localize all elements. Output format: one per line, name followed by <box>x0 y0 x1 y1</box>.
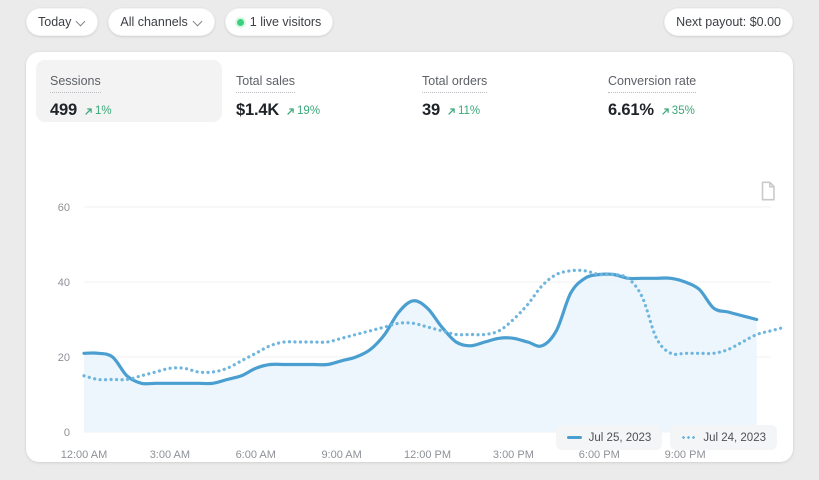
channel-filter-label: All channels <box>120 15 188 29</box>
x-axis-tick: 3:00 PM <box>493 449 534 461</box>
legend-label: Jul 24, 2023 <box>703 431 766 444</box>
y-axis-tick: 40 <box>58 277 70 289</box>
arrow-up-icon <box>85 108 92 115</box>
series-line-current <box>82 272 759 386</box>
x-axis-tick: 6:00 AM <box>236 449 276 461</box>
next-payout-label: Next payout: $0.00 <box>676 15 781 29</box>
metric-delta: 11% <box>447 105 480 117</box>
chart-series-lines <box>82 268 787 386</box>
x-axis-tick: 12:00 PM <box>404 449 451 461</box>
metrics-row: Sessions 499 1% Total sales $1.4K <box>26 60 793 122</box>
solid-line-icon <box>566 436 582 439</box>
metric-card-conversion-rate[interactable]: Conversion rate 6.61% 35% <box>594 60 780 122</box>
x-axis-tick: 9:00 AM <box>321 449 361 461</box>
chart-x-axis-labels: 12:00 AM 3:00 AM 6:00 AM 9:00 AM 12:00 PM 3:0… <box>61 449 706 461</box>
x-axis-tick: 9:00 PM <box>665 449 706 461</box>
chevron-down-icon <box>194 18 203 27</box>
metric-delta: 1% <box>84 105 112 117</box>
document-export-icon[interactable] <box>757 180 779 202</box>
top-toolbar: Today All channels 1 live visitors Next … <box>0 0 819 44</box>
x-axis-tick: 12:00 AM <box>61 449 107 461</box>
metric-value-row: 39 11% <box>422 101 580 120</box>
live-visitors-label: 1 live visitors <box>249 15 322 29</box>
sessions-chart: 0 20 40 60 12:00 AM 3:00 AM 6:00 AM 9:00 AM 12:… <box>26 130 793 462</box>
date-range-label: Today <box>38 15 72 29</box>
metric-label: Total sales <box>236 74 296 93</box>
live-visitors-badge[interactable]: 1 live visitors <box>224 8 334 36</box>
arrow-up-icon <box>287 108 294 115</box>
next-payout-button[interactable]: Next payout: $0.00 <box>664 8 793 36</box>
chart-area-fill <box>84 274 757 432</box>
arrow-up-icon <box>448 108 455 115</box>
metric-delta-value: 11% <box>457 104 481 117</box>
metric-value-row: 6.61% 35% <box>608 101 766 120</box>
x-axis-tick: 3:00 AM <box>150 449 190 461</box>
date-range-filter[interactable]: Today <box>26 8 99 36</box>
metric-delta-value: 35% <box>671 104 695 117</box>
metric-card-sessions[interactable]: Sessions 499 1% <box>36 60 222 122</box>
metric-value-row: $1.4K 19% <box>236 101 394 120</box>
chevron-down-icon <box>77 18 86 27</box>
y-axis-tick: 60 <box>58 202 70 214</box>
metric-value: 6.61% <box>608 101 654 119</box>
chart-y-axis-labels: 0 20 40 60 <box>58 202 70 439</box>
metric-delta: 35% <box>661 105 695 117</box>
metric-label: Total orders <box>422 74 488 93</box>
legend-item-previous[interactable]: Jul 24, 2023 <box>670 425 777 450</box>
metric-card-total-orders[interactable]: Total orders 39 11% <box>408 60 594 122</box>
metric-value-row: 499 1% <box>50 101 208 120</box>
live-dot-icon <box>236 18 244 26</box>
series-area-fill <box>84 274 757 432</box>
analytics-card: Sessions 499 1% Total sales $1.4K <box>26 52 793 462</box>
metric-card-total-sales[interactable]: Total sales $1.4K 19% <box>222 60 408 122</box>
x-axis-tick: 6:00 PM <box>579 449 620 461</box>
legend-label: Jul 25, 2023 <box>588 431 652 444</box>
metric-value: $1.4K <box>236 101 280 119</box>
legend-item-current[interactable]: Jul 25, 2023 <box>555 425 663 450</box>
metric-delta-value: 1% <box>94 104 112 117</box>
metric-label: Sessions <box>50 74 101 93</box>
metric-value: 499 <box>50 101 77 119</box>
metric-value: 39 <box>422 101 440 119</box>
metric-delta-value: 19% <box>297 104 321 117</box>
y-axis-tick: 20 <box>58 352 70 364</box>
dotted-line-icon <box>681 436 697 439</box>
chart-legend: Jul 25, 2023 Jul 24, 2023 <box>555 425 777 450</box>
metric-label: Conversion rate <box>608 74 697 93</box>
series-line-previous <box>82 268 787 382</box>
metric-delta: 19% <box>286 105 320 117</box>
channel-filter[interactable]: All channels <box>108 8 215 36</box>
arrow-up-icon <box>662 108 669 115</box>
y-axis-tick: 0 <box>64 427 70 439</box>
